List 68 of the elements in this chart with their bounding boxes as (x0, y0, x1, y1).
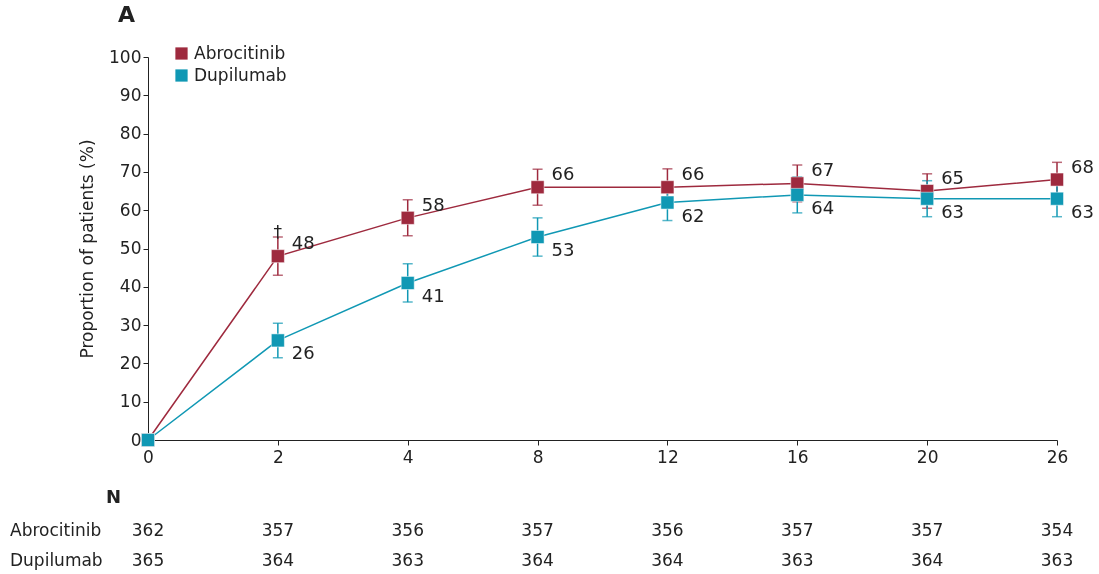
y-tick-label: 50 (119, 238, 142, 258)
data-label: 48 (291, 232, 315, 254)
point (530, 180, 545, 194)
text: Abrocitinib (10, 520, 102, 540)
data-label: 58 (421, 193, 445, 215)
data-label: 66 (551, 163, 575, 185)
point (400, 276, 415, 290)
text: 363 (781, 550, 814, 570)
point (790, 188, 805, 202)
legend-label: Abrocitinib (194, 42, 286, 63)
point (660, 180, 675, 194)
text: Dupilumab (10, 550, 103, 570)
y-tick-label: 60 (119, 199, 142, 220)
x-tick-label: 12 (657, 446, 679, 467)
point (271, 249, 285, 263)
y-tick-label: 80 (119, 123, 142, 144)
y-tick-label: 100 (109, 46, 142, 67)
text: 356 (651, 520, 684, 540)
y-tick-label: 10 (119, 391, 142, 412)
data-label: 66 (681, 163, 705, 185)
point (660, 195, 675, 210)
data-label: 63 (1071, 200, 1094, 222)
y-tick-label: 30 (119, 314, 142, 335)
y-tick-label: 70 (119, 161, 142, 182)
text: 364 (651, 550, 684, 570)
point (530, 230, 545, 244)
text: 365 (131, 550, 165, 570)
point (1050, 191, 1064, 206)
data-label: 67 (811, 159, 835, 181)
x-tick-label: 16 (786, 446, 809, 467)
y-tick-label: 90 (119, 84, 142, 105)
x-tick-label: 20 (916, 446, 939, 467)
data-label: 68 (1071, 155, 1094, 177)
point (920, 191, 934, 206)
data-label: 41 (421, 284, 445, 306)
legend-label: Dupilumab (194, 64, 287, 85)
data-label: 64 (811, 196, 835, 218)
x-tick-label: 26 (1046, 446, 1069, 467)
y-axis-title: Proportion of patients (%) (77, 139, 98, 359)
y-tick-label: 20 (119, 352, 142, 373)
data-label: 26 (291, 342, 315, 364)
text: 364 (910, 550, 944, 570)
x-tick-label: 4 (402, 446, 414, 467)
text: 362 (131, 520, 165, 540)
point (400, 211, 415, 225)
text: 363 (391, 550, 424, 570)
text: 357 (521, 520, 554, 540)
text: 364 (261, 550, 295, 570)
point (271, 333, 285, 348)
y-tick-label: 40 (119, 276, 142, 297)
annotation: † (273, 222, 283, 243)
text: 363 (1040, 550, 1074, 570)
y-tick-label: 0 (130, 429, 142, 450)
text: 356 (391, 520, 424, 540)
point (1050, 172, 1064, 187)
x-tick-label: 2 (272, 446, 284, 467)
text: 354 (1040, 520, 1074, 540)
x-tick-label: 8 (532, 446, 544, 467)
text: 364 (521, 550, 554, 570)
data-label: 63 (941, 200, 965, 222)
data-label: 62 (681, 204, 705, 226)
text: N (106, 486, 122, 507)
data-label: 65 (941, 167, 965, 189)
text: 357 (261, 520, 295, 540)
text: 357 (781, 520, 814, 540)
data-label: 53 (551, 239, 575, 261)
chart-title: A (118, 2, 136, 27)
text: 357 (910, 520, 944, 540)
